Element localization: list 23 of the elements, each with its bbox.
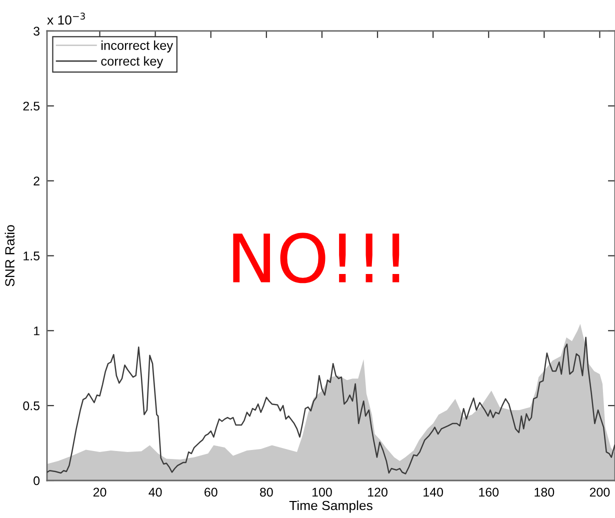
legend-label: correct key [101, 56, 164, 68]
y-tick-label: 1 [34, 326, 40, 336]
x-tick-label: 140 [424, 488, 444, 497]
x-tick-label: 100 [312, 488, 332, 497]
x-tick-label: 20 [93, 488, 106, 497]
x-tick-label: 80 [260, 488, 273, 497]
x-axis-title: Time Samples [289, 500, 372, 513]
legend-label: incorrect key [102, 40, 174, 52]
text: x 10$^{−3}$ [47, 12, 85, 25]
x-tick-label: 40 [148, 488, 162, 497]
x-tick-label: 120 [368, 488, 388, 497]
y-tick-label: 2.5 [23, 102, 40, 111]
x-tick-label: 180 [534, 488, 554, 497]
y-tick-label: 2 [34, 176, 40, 186]
x-tick-label: 200 [590, 488, 610, 497]
y-tick-label: 0.5 [23, 401, 40, 410]
annotation: NO!!! [233, 232, 400, 284]
x-tick-label: 60 [204, 488, 218, 497]
y-tick-label: 3 [34, 26, 40, 36]
y-axis-title: SNR Ratio [4, 225, 15, 286]
y-tick-label: 1.5 [24, 252, 40, 260]
x-tick-label: 160 [479, 488, 499, 497]
y-tick-label: 0 [34, 476, 40, 486]
